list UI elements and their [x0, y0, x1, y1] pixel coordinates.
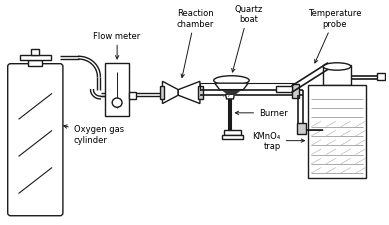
Bar: [198, 87, 203, 99]
Circle shape: [112, 99, 122, 108]
Bar: [105, 63, 129, 116]
Text: Temperature
probe: Temperature probe: [308, 9, 362, 64]
Polygon shape: [222, 90, 241, 95]
Polygon shape: [226, 95, 235, 99]
Bar: [276, 87, 292, 93]
Bar: [159, 87, 165, 99]
Ellipse shape: [323, 63, 351, 71]
Text: Flow meter: Flow meter: [93, 32, 141, 60]
Bar: [308, 86, 366, 178]
Bar: [224, 130, 241, 135]
Bar: [323, 65, 351, 86]
Polygon shape: [215, 84, 248, 90]
Polygon shape: [178, 82, 200, 104]
Bar: [32, 50, 39, 56]
Ellipse shape: [214, 76, 249, 86]
Text: Oxygen gas
cylinder: Oxygen gas cylinder: [64, 125, 124, 144]
Text: KMnO₄
trap: KMnO₄ trap: [252, 131, 305, 151]
FancyBboxPatch shape: [8, 64, 63, 216]
Text: Quartz
boat: Quartz boat: [232, 4, 262, 73]
Bar: [296, 124, 307, 135]
Text: Burner: Burner: [235, 109, 288, 118]
Bar: [222, 135, 243, 139]
Bar: [19, 56, 51, 61]
Polygon shape: [163, 82, 178, 104]
Bar: [28, 61, 42, 67]
Bar: [292, 85, 300, 99]
Bar: [377, 74, 385, 81]
Bar: [129, 92, 136, 99]
Text: Reaction
chamber: Reaction chamber: [176, 9, 214, 78]
